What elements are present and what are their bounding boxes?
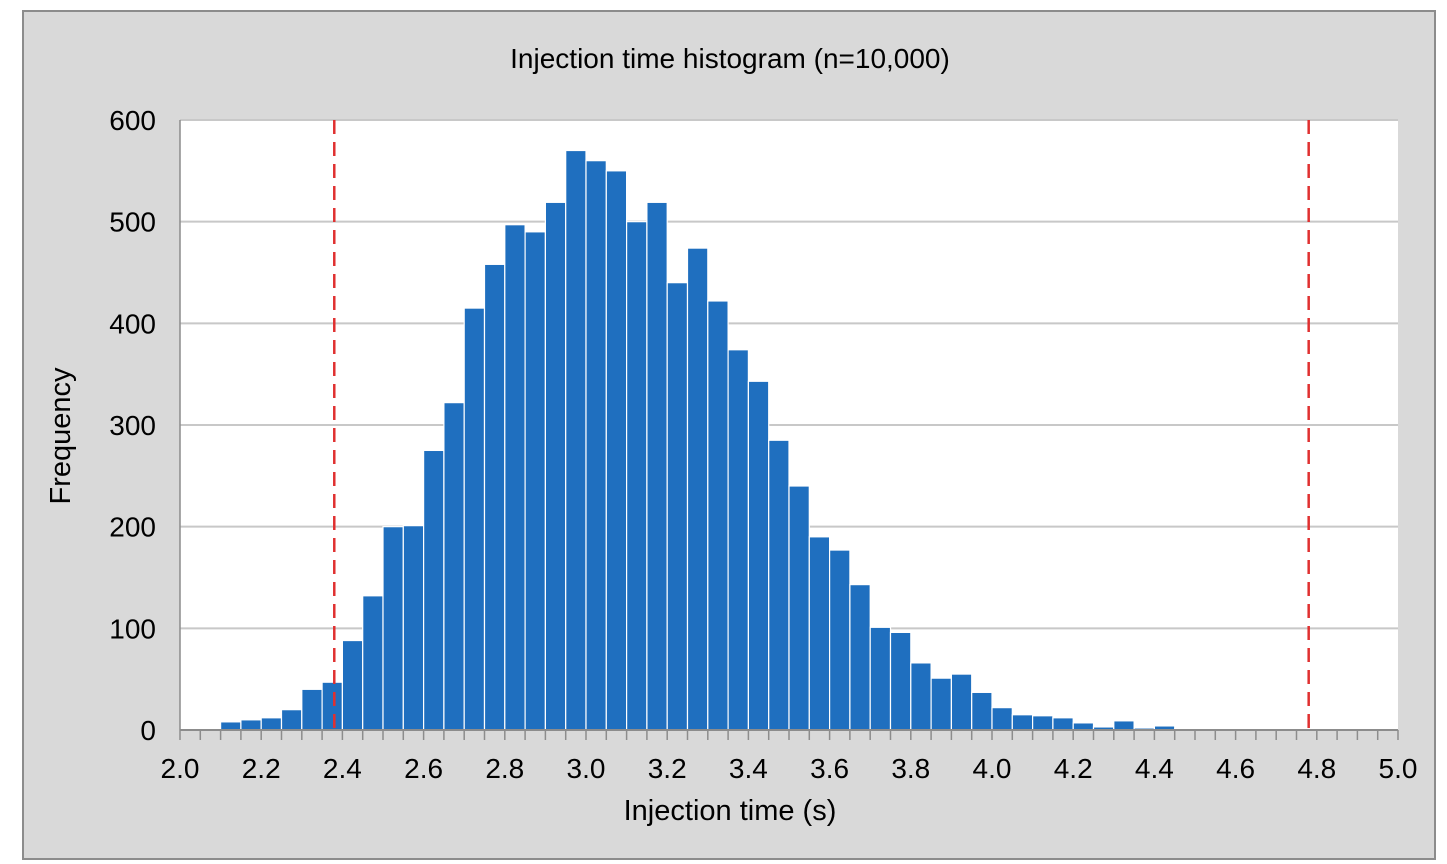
histogram-bar	[362, 595, 384, 731]
histogram-bar	[240, 719, 262, 731]
x-tick-label: 4.4	[1135, 753, 1174, 784]
histogram-bar	[260, 717, 283, 731]
x-tick-label: 3.4	[729, 753, 768, 784]
y-tick-label: 100	[109, 613, 156, 644]
x-axis: 2.0 2.2 2.4 2.6 2.8 3.0 3.2 3.4 3.6 3.8 4.0 4.2 4.4 4…	[161, 729, 1418, 784]
histogram-bar	[443, 402, 465, 731]
histogram-bar	[321, 681, 344, 731]
histogram-bar	[463, 307, 486, 731]
chart-title: Injection time histogram (n=10,000)	[510, 43, 950, 74]
x-tick-label: 4.8	[1297, 753, 1336, 784]
y-axis-label: Frequency	[45, 367, 77, 505]
histogram-bar	[991, 707, 1013, 731]
histogram-bar	[625, 221, 648, 731]
histogram-bar	[423, 449, 445, 731]
x-tick-label: 3.6	[810, 753, 849, 784]
x-tick-label: 2.0	[161, 753, 200, 784]
histogram-bar	[646, 201, 668, 731]
histogram-bar	[971, 691, 993, 731]
x-tick-label: 2.4	[323, 753, 362, 784]
histogram-bar	[565, 149, 587, 731]
x-tick-label: 4.6	[1216, 753, 1255, 784]
histogram-bar	[382, 526, 404, 731]
y-axis: 0 100 200 300 400 500 600	[109, 105, 181, 746]
histogram-bar	[1072, 722, 1095, 731]
histogram-bar	[301, 688, 323, 731]
bars	[220, 149, 1196, 731]
histogram-bar	[544, 201, 567, 731]
y-tick-label: 400	[109, 308, 156, 339]
x-tick-label: 3.8	[891, 753, 930, 784]
histogram-bar	[686, 247, 709, 731]
x-tick-label: 5.0	[1379, 753, 1418, 784]
histogram-bar	[869, 626, 892, 731]
histogram-bar	[280, 709, 303, 731]
histogram-bar	[727, 349, 749, 731]
y-tick-label: 300	[109, 410, 156, 441]
histogram-bar	[341, 639, 364, 731]
histogram-bar	[1113, 720, 1135, 731]
histogram-bar	[950, 673, 973, 731]
histogram-bar	[483, 263, 506, 731]
histogram-bar	[504, 224, 526, 731]
histogram-bar	[1052, 717, 1074, 731]
y-tick-label: 0	[140, 715, 156, 746]
histogram-bar	[889, 631, 912, 731]
histogram-bar	[585, 160, 607, 731]
histogram-bar	[1011, 714, 1034, 731]
histogram-bar	[849, 584, 871, 731]
histogram-bar	[1031, 715, 1054, 731]
histogram-bar	[220, 721, 242, 731]
x-tick-label: 4.0	[973, 753, 1012, 784]
x-tick-label: 2.2	[242, 753, 281, 784]
histogram-bar	[747, 380, 770, 731]
histogram-bar	[524, 231, 546, 731]
x-tick-label: 2.8	[485, 753, 524, 784]
x-axis-label: Injection time (s)	[624, 795, 837, 827]
histogram-bar	[910, 662, 932, 731]
y-tick-label: 600	[109, 105, 156, 136]
histogram-bar	[707, 300, 729, 731]
histogram-bar	[666, 282, 689, 731]
x-tick-label: 4.2	[1054, 753, 1093, 784]
histogram-bar	[808, 536, 831, 731]
x-tick-label: 3.0	[567, 753, 606, 784]
histogram-bar	[605, 170, 628, 731]
reference-lines	[333, 120, 1310, 730]
histogram-bar	[768, 439, 790, 731]
x-tick-label: 2.6	[404, 753, 443, 784]
histogram-bar	[402, 525, 425, 731]
y-tick-label: 200	[109, 512, 156, 543]
y-tick-label: 500	[109, 207, 156, 238]
histogram-bar	[930, 677, 952, 731]
x-tick-label: 3.2	[648, 753, 687, 784]
histogram-bar	[788, 485, 810, 731]
histogram-bar	[828, 549, 851, 731]
